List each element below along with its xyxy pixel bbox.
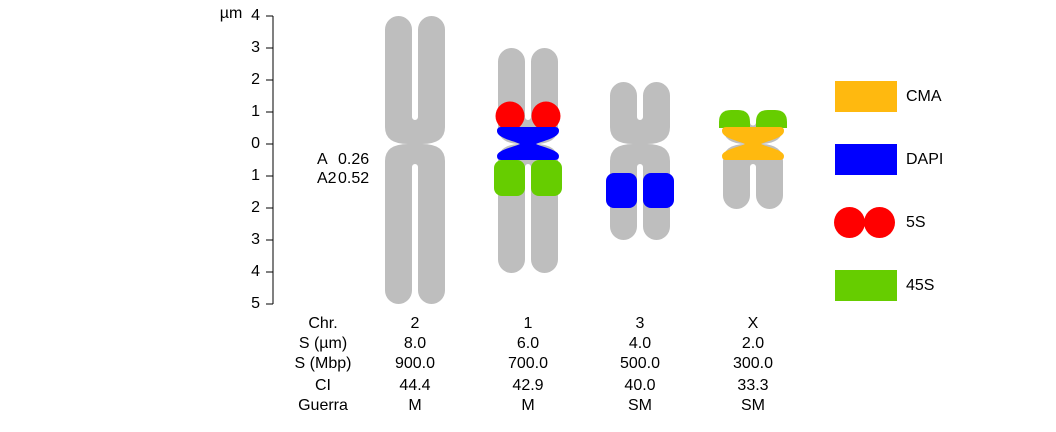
legend-label-dapi: DAPI [906, 151, 944, 168]
axis-tick-label: 0 [251, 135, 260, 152]
axis-tick-label: 1 [251, 103, 260, 120]
table-cell-guerra-chr1: M [521, 397, 535, 414]
mark-45S-chrX [719, 110, 750, 128]
mark-DAPI-chr3 [643, 173, 674, 208]
legend-label-45s: 45S [906, 277, 935, 294]
table-row-label-name: Chr. [308, 315, 338, 332]
mark-CMA-chrX [722, 127, 784, 160]
table-cell-s_mbp-chr2: 900.0 [394, 355, 436, 372]
table-row-label-s_um: S (µm) [298, 335, 348, 352]
axis-tick-label: 1 [251, 167, 260, 184]
karyotype-indices: A 0.26 A20.52 [317, 150, 369, 188]
index-a2-value: 0.52 [338, 170, 370, 187]
table-row-label-s_mbp: S (Mbp) [294, 355, 352, 372]
chromosome-3-long-arms [610, 144, 670, 241]
legend-swatch-dapi [835, 144, 897, 175]
table-cell-s_um-chr1: 6.0 [516, 335, 540, 352]
chromosome-3-short-arms [610, 82, 670, 144]
legend-swatch-5s [834, 207, 865, 238]
legend-swatch-45s [835, 270, 897, 301]
legend-label-5s: 5S [906, 214, 926, 231]
axis-tick-label: 2 [251, 199, 260, 216]
table-cell-name-chr1: 1 [523, 315, 533, 332]
table-cell-guerra-chr3: SM [628, 397, 652, 414]
index-a-label: A [317, 151, 328, 168]
table-cell-ci-chr3: 40.0 [624, 377, 656, 394]
axis-unit-label: µm [219, 5, 243, 22]
axis-tick-label: 4 [251, 7, 260, 24]
index-line-a2: A20.52 [317, 169, 369, 188]
table-cell-s_mbp-chr1: 700.0 [507, 355, 549, 372]
index-a2-label: A2 [317, 170, 337, 187]
chromosome-2-short-arms [385, 16, 445, 144]
table-cell-s_um-chr3: 4.0 [628, 335, 652, 352]
chromosome-2-long-arms [385, 144, 445, 304]
mark-5S-chr1 [495, 101, 525, 131]
mark-45S-chr1 [494, 160, 525, 196]
legend-label-cma: CMA [906, 88, 942, 105]
table-cell-name-chr2: 2 [410, 315, 420, 332]
table-cell-guerra-chr2: M [408, 397, 422, 414]
table-cell-s_um-chrX: 2.0 [741, 335, 765, 352]
mark-45S-chrX [756, 110, 787, 128]
table-cell-s_um-chr2: 8.0 [403, 335, 427, 352]
table-cell-name-chrX: X [747, 315, 759, 332]
table-cell-ci-chr1: 42.9 [512, 377, 544, 394]
legend-swatch-cma [835, 81, 897, 112]
index-line-a: A 0.26 [317, 150, 369, 169]
mark-45S-chr1 [531, 160, 562, 196]
index-a-value: 0.26 [338, 151, 370, 168]
table-row-label-guerra: Guerra [298, 397, 348, 414]
axis-tick-label: 4 [251, 263, 260, 280]
axis-tick-label: 5 [251, 295, 260, 312]
axis-tick-label: 3 [251, 39, 260, 56]
chromosome-X-long-arms [723, 144, 783, 209]
table-cell-s_mbp-chrX: 300.0 [732, 355, 774, 372]
axis-tick-label: 2 [251, 71, 260, 88]
legend-swatch-5s [864, 207, 895, 238]
axis-tick-label: 3 [251, 231, 260, 248]
table-cell-s_mbp-chr3: 500.0 [619, 355, 661, 372]
table-row-label-ci: CI [315, 377, 331, 394]
table-cell-name-chr3: 3 [635, 315, 645, 332]
mark-5S-chr1 [531, 101, 561, 131]
mark-DAPI-chr1 [497, 127, 559, 160]
table-cell-ci-chr2: 44.4 [399, 377, 431, 394]
mark-DAPI-chr3 [606, 173, 637, 208]
table-cell-ci-chrX: 33.3 [737, 377, 769, 394]
table-cell-guerra-chrX: SM [741, 397, 765, 414]
